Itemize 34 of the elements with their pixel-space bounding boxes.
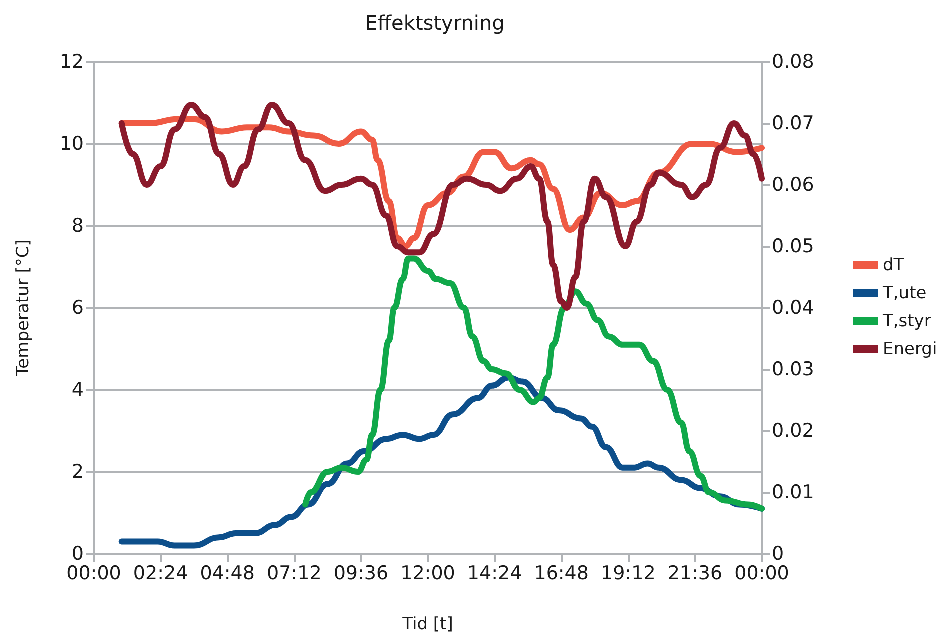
y2-tick-label: 0.08 <box>772 51 814 73</box>
x-tick-label: 19:12 <box>601 562 656 584</box>
legend-label: T,ute <box>882 284 927 304</box>
x-tick-label: 07:12 <box>267 562 322 584</box>
legend-label: T,styr <box>882 312 932 332</box>
y-tick-label: 0 <box>72 543 84 565</box>
x-tick-label: 04:48 <box>200 562 255 584</box>
y2-tick-label: 0.05 <box>772 236 814 258</box>
y2-tick-label: 0 <box>772 543 784 565</box>
x-tick-label: 00:00 <box>66 562 122 584</box>
x-tick-label: 16:48 <box>534 562 589 584</box>
y-tick-label: 8 <box>72 215 84 237</box>
x-axis-title: Tid [t] <box>402 614 454 634</box>
x-tick-label: 14:24 <box>467 562 522 584</box>
x-tick-label: 02:24 <box>133 562 188 584</box>
x-tick-label: 21:36 <box>668 562 723 584</box>
y2-tick-label: 0.07 <box>772 112 814 134</box>
x-tick-label: 12:00 <box>400 562 456 584</box>
legend-label: Energi <box>883 340 938 360</box>
y2-tick-label: 0.03 <box>772 358 814 380</box>
y-tick-label: 4 <box>72 379 84 401</box>
y-tick-label: 10 <box>60 133 84 155</box>
y-tick-label: 6 <box>72 297 84 319</box>
legend-label: dT <box>883 256 905 276</box>
y-tick-label: 2 <box>72 461 84 483</box>
y-tick-label: 12 <box>60 51 84 73</box>
y2-tick-label: 0.06 <box>772 174 814 196</box>
chart-title: Effektstyrning <box>365 11 505 35</box>
y2-tick-label: 0.04 <box>772 297 814 319</box>
y2-tick-label: 0.02 <box>772 420 814 442</box>
y2-tick-label: 0.01 <box>772 482 814 504</box>
y-axis-title: Temperatur [°C] <box>14 240 34 378</box>
x-tick-label: 09:36 <box>334 562 389 584</box>
x-tick-label: 00:00 <box>734 562 790 584</box>
